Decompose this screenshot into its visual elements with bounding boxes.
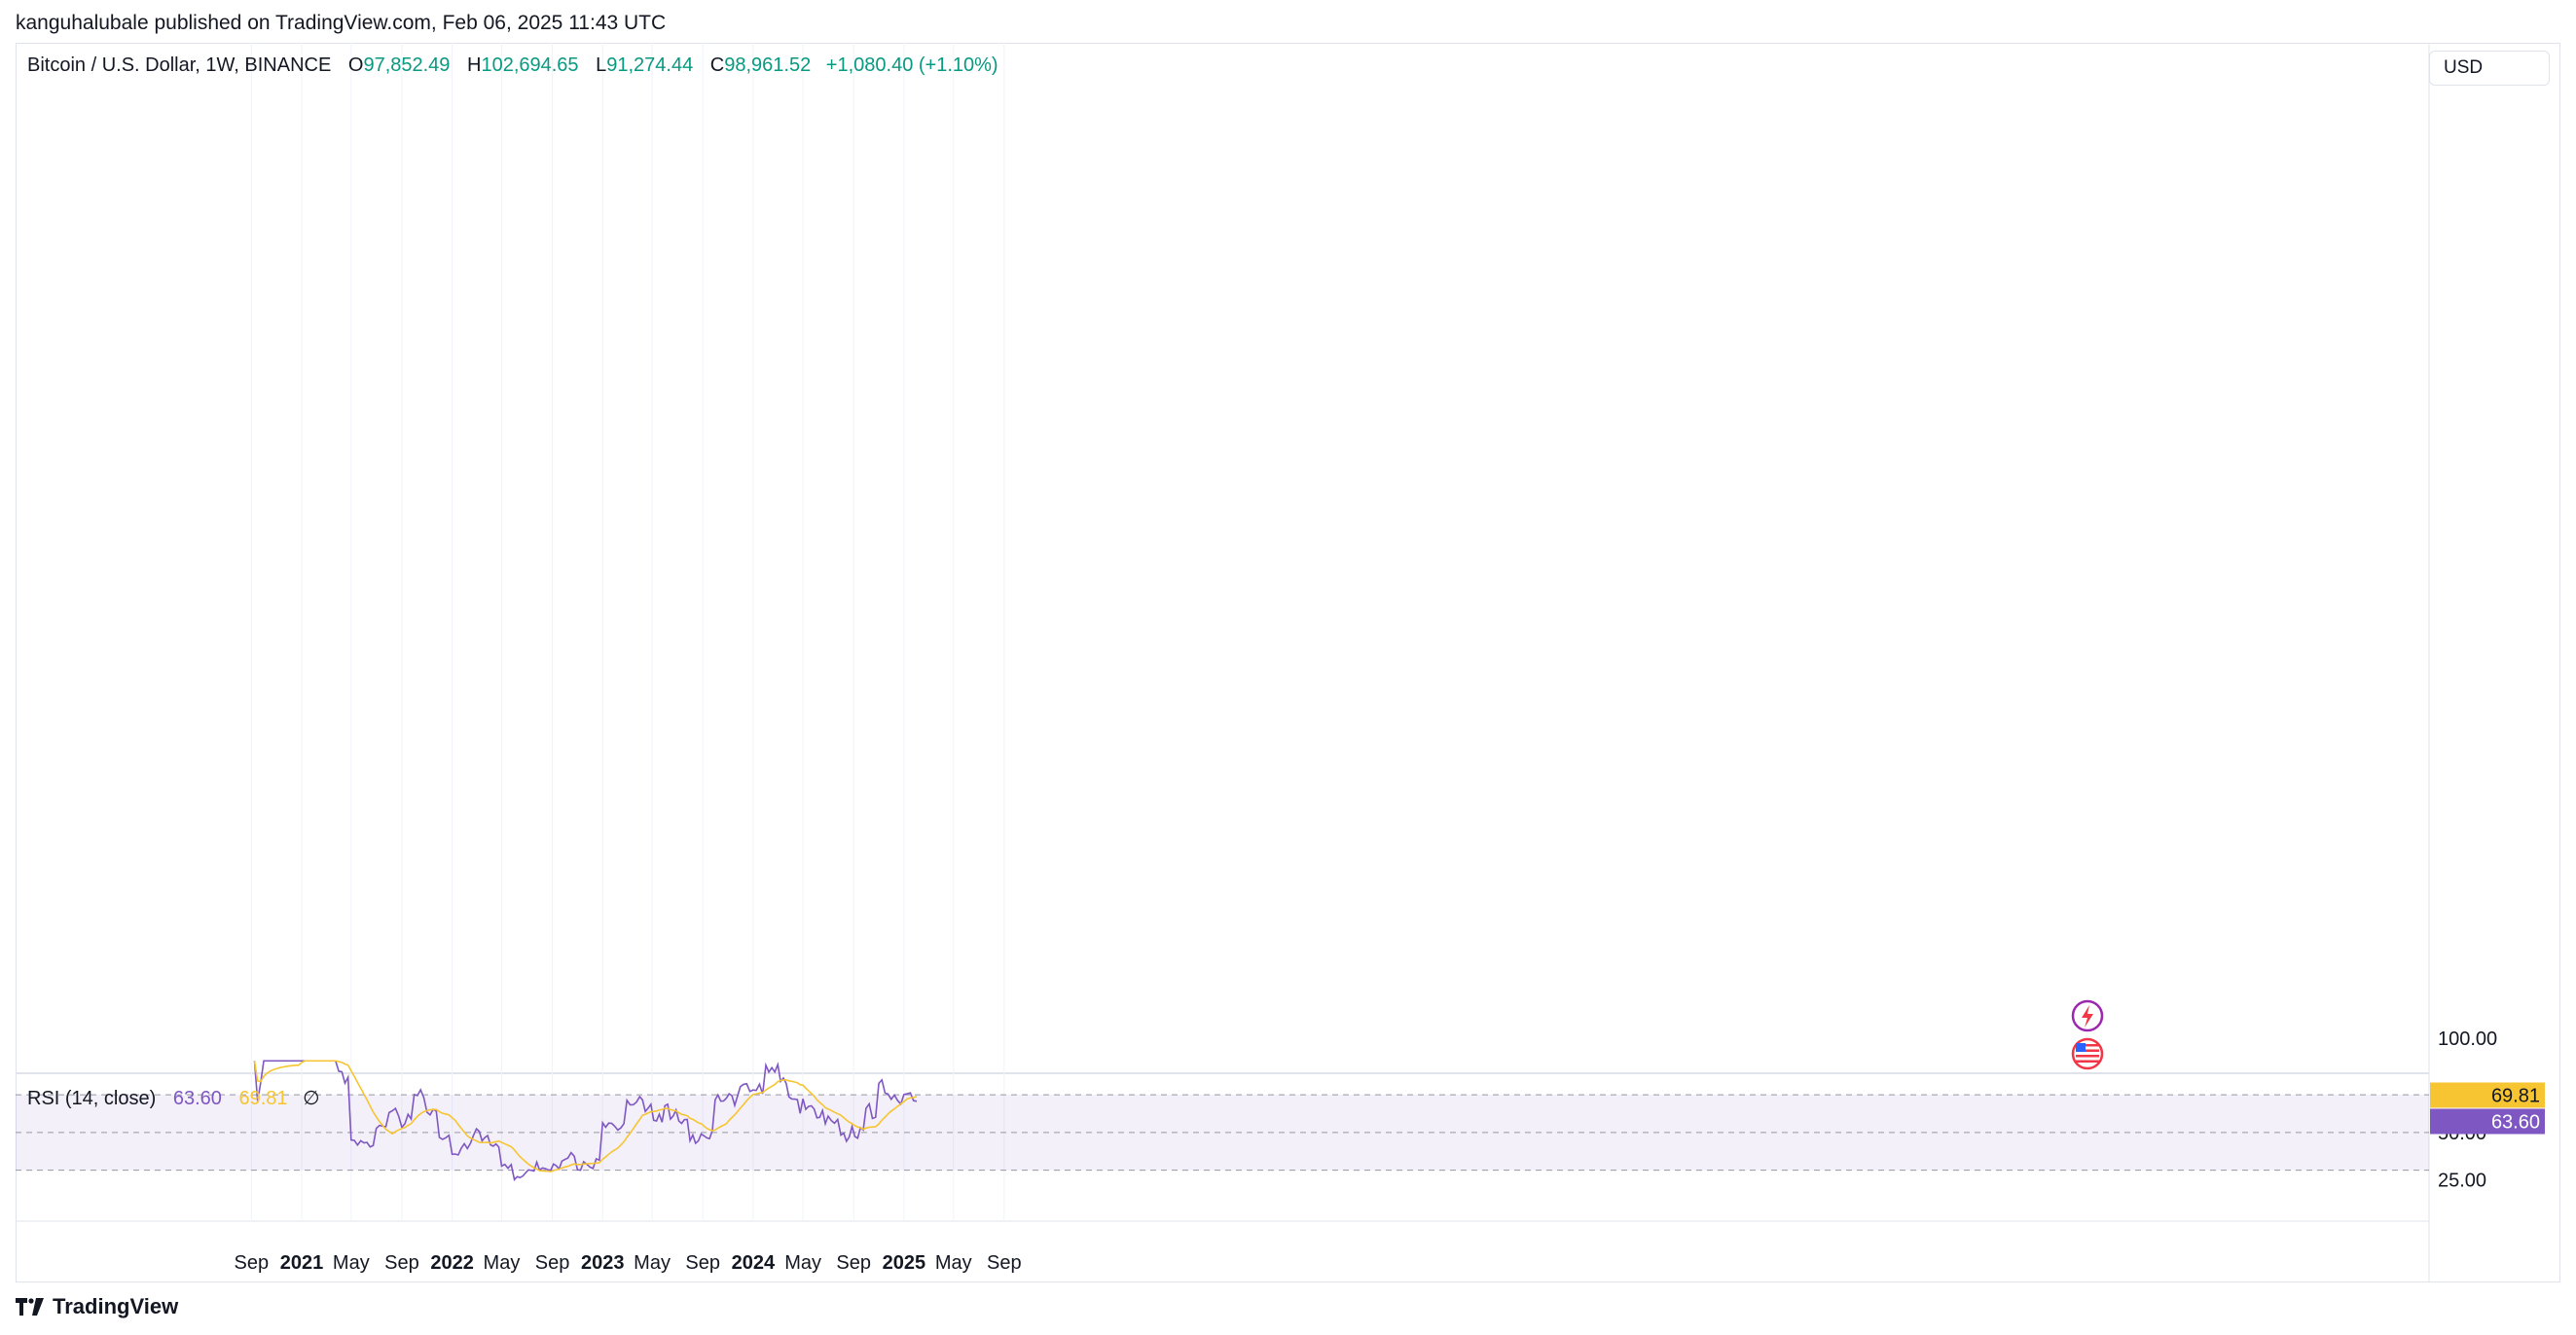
lightning-icon-ring xyxy=(2071,999,2104,1032)
currency-label: USD xyxy=(2444,57,2484,78)
us-flag-icon-stripe xyxy=(2076,1049,2099,1052)
time-tick-label: May xyxy=(333,1252,370,1274)
chart-frame xyxy=(16,43,2560,1282)
time-tick-label: May xyxy=(634,1252,671,1274)
time-tick-label: Sep xyxy=(384,1252,419,1274)
time-tick-label: 2024 xyxy=(732,1252,776,1274)
drawings: Target42,790.90 (64.82%) 4,279,09068,365… xyxy=(2071,999,2104,1070)
time-tick-label: Sep xyxy=(987,1252,1022,1274)
rsi-ma-value: 69.81 xyxy=(238,1088,288,1109)
publisher-line: kanguhalubale published on TradingView.c… xyxy=(16,12,667,34)
time-axis: Sep 2021 May Sep 2022 May Sep 2023 May Sep 2024 May… xyxy=(235,1252,1022,1274)
open-label: O xyxy=(347,54,364,76)
time-tick-label: Sep xyxy=(836,1252,871,1274)
time-tick-label: 2021 xyxy=(280,1252,324,1274)
rsi-tick-label: 100.00 xyxy=(2438,1028,2497,1050)
rsi-ma-tag-label: 69.81 xyxy=(2491,1085,2540,1106)
symbol-legend[interactable]: Bitcoin / U.S. Dollar, 1W, BINANCE O97,8… xyxy=(27,54,998,77)
rsi-tag-bg xyxy=(2430,1108,2545,1135)
high-value: 102,694.65 xyxy=(481,54,579,76)
us-flag-icon-stripe xyxy=(2076,1055,2099,1058)
us-flag-icon xyxy=(2071,1037,2104,1070)
us-flag-icon-stripe xyxy=(2076,1044,2099,1047)
time-tick-label: Sep xyxy=(685,1252,720,1274)
grid-lines xyxy=(16,43,2430,1282)
time-tick-label: 2023 xyxy=(581,1252,625,1274)
low-value: 91,274.44 xyxy=(606,54,694,76)
time-tick-label: May xyxy=(935,1252,972,1274)
rsi-ma-tag-bg xyxy=(2430,1082,2545,1108)
time-tick-label: May xyxy=(484,1252,521,1274)
close-label: C xyxy=(709,54,725,76)
rsi-tag-label: 63.60 xyxy=(2491,1111,2540,1133)
brand-name: TradingView xyxy=(53,1294,179,1318)
rsi-title: RSI (14, close) xyxy=(27,1088,157,1109)
rsi-line xyxy=(253,1060,918,1181)
us-flag-icon-canton xyxy=(2076,1043,2086,1052)
time-tick-label: Sep xyxy=(235,1252,270,1274)
time-tick-label: Sep xyxy=(535,1252,570,1274)
change-value: +1,080.40 (+1.10%) xyxy=(825,54,998,76)
currency-button[interactable]: USD xyxy=(2429,51,2550,86)
lightning-icon xyxy=(2071,999,2104,1032)
low-label: L xyxy=(596,54,607,76)
footer-brand[interactable]: TradingView xyxy=(16,1294,178,1319)
rsi-ma-line xyxy=(253,1060,918,1173)
time-tick-label: May xyxy=(784,1252,821,1274)
rsi-tick-label: 25.00 xyxy=(2438,1170,2486,1191)
us-flag-icon-stripe xyxy=(2076,1060,2099,1063)
rsi-null-symbol: ∅ xyxy=(303,1088,320,1109)
high-label: H xyxy=(467,54,482,76)
open-value: 97,852.49 xyxy=(363,54,451,76)
price-tags: 167,170.00108,803.6066,012.2898,961.523d… xyxy=(2430,1082,2545,1135)
rsi-value: 63.60 xyxy=(172,1088,222,1109)
close-value: 98,961.52 xyxy=(724,54,812,76)
lightning-icon-bolt xyxy=(2082,1005,2093,1028)
time-tick-label: 2025 xyxy=(883,1252,926,1274)
rsi-band-fill xyxy=(16,1095,2429,1171)
time-tick-label: 2022 xyxy=(430,1252,474,1274)
symbol-title: Bitcoin / U.S. Dollar, 1W, BINANCE xyxy=(27,54,332,76)
tradingview-logo-icon xyxy=(16,1298,44,1316)
rsi-legend[interactable]: RSI (14, close) 63.60 69.81 ∅ xyxy=(27,1086,320,1110)
